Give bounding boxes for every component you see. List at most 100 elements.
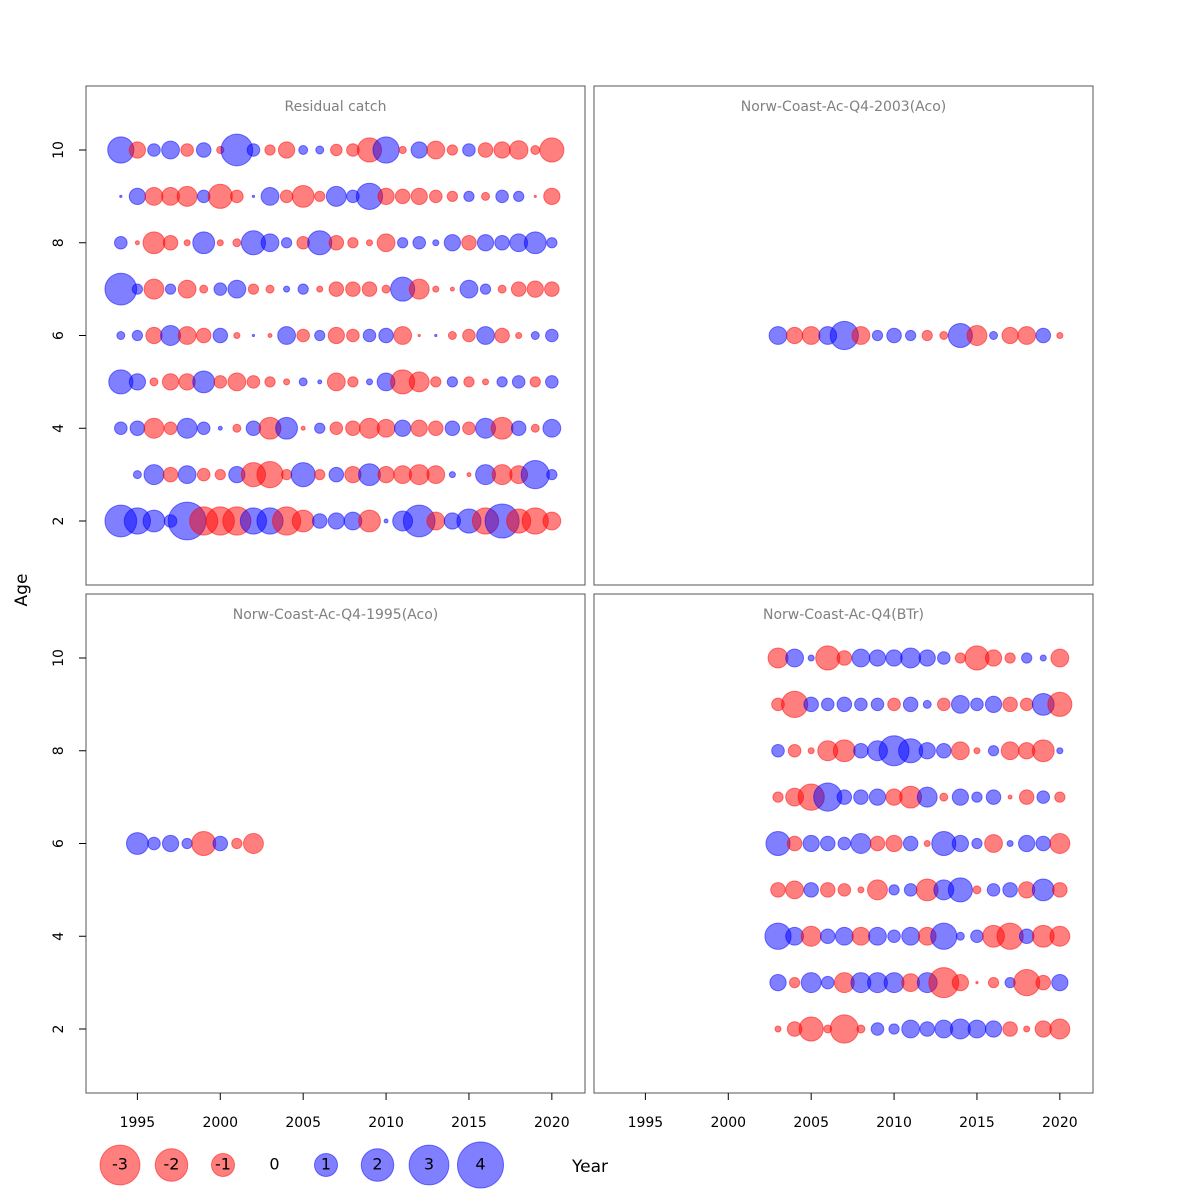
bubble	[490, 416, 514, 440]
bubble	[264, 144, 276, 156]
bubble	[885, 649, 903, 667]
bubble	[851, 926, 871, 946]
bubble	[493, 141, 511, 159]
bubble	[491, 464, 513, 486]
bubble	[1018, 834, 1036, 853]
bubble	[901, 926, 921, 946]
bubble	[277, 141, 296, 159]
bubble	[446, 144, 459, 156]
bubble	[233, 331, 241, 340]
legend-label: 0	[269, 1155, 279, 1174]
bubble	[887, 697, 901, 712]
bubble	[870, 1022, 885, 1036]
bubble	[398, 145, 407, 155]
bubble	[408, 371, 430, 393]
x-tick-label: 2020	[534, 1115, 570, 1131]
bubble	[970, 697, 984, 712]
bubble	[443, 234, 462, 252]
bubble	[939, 331, 949, 340]
bubble	[819, 835, 836, 852]
bubble	[987, 976, 1000, 989]
bubble	[128, 373, 147, 391]
bubble	[1035, 327, 1052, 344]
bubble	[466, 472, 472, 478]
bubble	[408, 464, 430, 486]
bubble	[417, 333, 421, 338]
bubble	[265, 284, 275, 294]
bubble	[227, 279, 247, 299]
bubble	[160, 325, 182, 346]
bubble	[771, 743, 785, 758]
bubble	[770, 882, 786, 898]
bubble	[951, 788, 970, 806]
bubble	[251, 194, 256, 199]
bubble	[314, 422, 326, 434]
bubble	[966, 325, 988, 346]
panel-title: Norw-Coast-Ac-Q4(BTr)	[763, 607, 924, 623]
bubble	[511, 375, 526, 389]
bubble	[325, 185, 347, 207]
bubble	[377, 465, 395, 484]
bubble	[820, 697, 835, 712]
bubble	[510, 281, 527, 297]
legend-bubble	[211, 1153, 235, 1177]
bubble	[347, 376, 359, 388]
bubble	[1007, 794, 1013, 800]
bubble	[786, 835, 803, 852]
legend-bubble	[314, 1153, 338, 1177]
bubble	[936, 651, 951, 665]
bubble	[1021, 652, 1033, 664]
bubble	[820, 975, 835, 990]
bubble	[394, 419, 412, 437]
bubble	[850, 833, 872, 854]
bubble	[242, 833, 264, 854]
bubble	[162, 466, 179, 483]
bubble	[951, 834, 970, 853]
bubble	[533, 194, 537, 199]
bubble	[950, 694, 970, 714]
y-tick-label: 10	[51, 141, 67, 159]
bubble	[291, 184, 315, 208]
bubble	[176, 417, 198, 439]
panel-frame	[85, 593, 586, 1094]
bubble	[986, 883, 1001, 897]
bubble	[311, 513, 328, 529]
bubble	[800, 972, 822, 994]
bubble	[971, 837, 983, 850]
bubble	[802, 834, 820, 853]
y-tick-label: 8	[51, 238, 67, 247]
bubble	[930, 922, 958, 950]
legend-label: 2	[372, 1155, 382, 1174]
bubble	[143, 278, 165, 300]
bubble	[142, 231, 166, 255]
bubble	[495, 189, 509, 204]
bubble	[885, 834, 903, 853]
bubble	[851, 648, 871, 668]
bubble	[358, 509, 381, 533]
bubble	[921, 329, 933, 342]
bubble	[143, 464, 165, 486]
legend-bubble	[99, 1144, 141, 1186]
bubble	[1002, 696, 1018, 713]
bubble	[192, 231, 216, 255]
bubble	[316, 285, 324, 293]
panel-frame	[593, 593, 1094, 1094]
bubble	[430, 376, 442, 388]
bubble	[1023, 1025, 1031, 1033]
bubble	[1006, 839, 1014, 848]
bubble	[989, 331, 999, 340]
bubble	[314, 190, 326, 203]
bubble	[984, 1020, 1003, 1038]
bubble	[314, 468, 326, 481]
bubble	[904, 329, 917, 342]
bubble	[807, 747, 815, 755]
bubble	[870, 697, 885, 712]
bubble	[546, 237, 558, 249]
bubble	[461, 234, 477, 251]
bubble	[546, 468, 558, 481]
bubble	[515, 331, 523, 340]
bubble	[177, 465, 197, 485]
bubble	[378, 327, 394, 344]
bubble	[408, 278, 430, 300]
bubble	[245, 420, 262, 437]
